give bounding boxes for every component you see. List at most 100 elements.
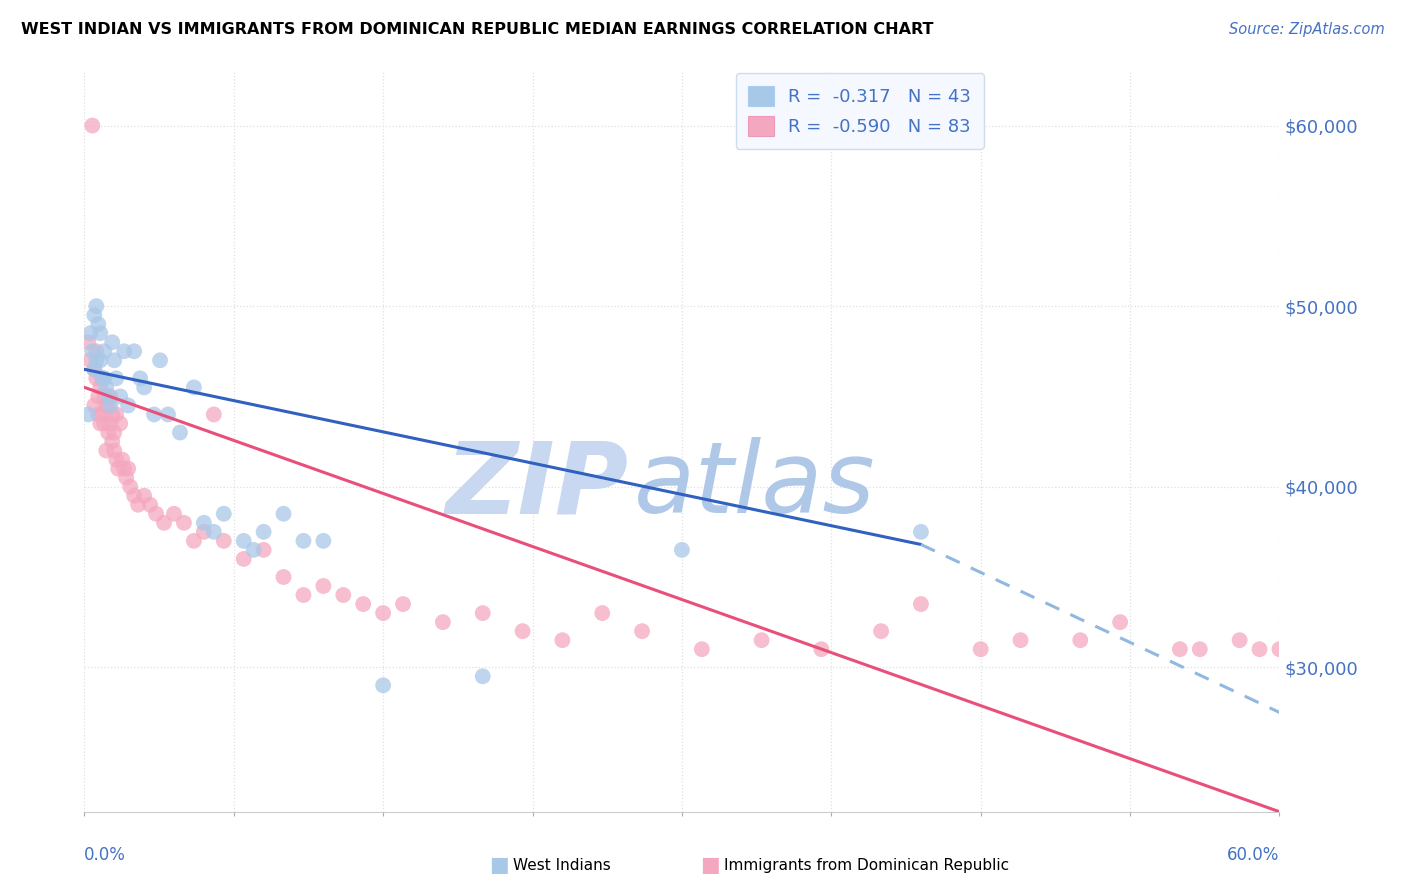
Point bbox=[1249, 642, 1271, 657]
Point bbox=[173, 516, 195, 530]
Point bbox=[93, 417, 115, 431]
Point bbox=[97, 399, 120, 413]
Point bbox=[1188, 642, 1211, 657]
Point bbox=[149, 353, 172, 368]
Point bbox=[117, 399, 139, 413]
Point bbox=[98, 417, 121, 431]
Point bbox=[631, 624, 654, 639]
Point bbox=[1168, 642, 1191, 657]
Point bbox=[392, 597, 415, 611]
Text: ■: ■ bbox=[489, 855, 509, 875]
Point bbox=[79, 326, 101, 341]
Point bbox=[96, 380, 118, 394]
Text: West Indians: West Indians bbox=[513, 858, 612, 872]
Legend: R =  -0.317   N = 43, R =  -0.590   N = 83: R = -0.317 N = 43, R = -0.590 N = 83 bbox=[735, 73, 984, 149]
Point bbox=[202, 524, 225, 539]
Point bbox=[183, 533, 205, 548]
Point bbox=[292, 588, 315, 602]
Point bbox=[312, 533, 335, 548]
Point bbox=[129, 371, 152, 385]
Point bbox=[111, 452, 134, 467]
Point bbox=[193, 516, 215, 530]
Point bbox=[120, 480, 142, 494]
Point bbox=[352, 597, 374, 611]
Point bbox=[253, 542, 276, 557]
Point bbox=[110, 417, 132, 431]
Point bbox=[91, 408, 114, 422]
Point bbox=[143, 408, 166, 422]
Point bbox=[86, 344, 108, 359]
Point bbox=[97, 389, 120, 403]
Text: ■: ■ bbox=[700, 855, 720, 875]
Point bbox=[139, 498, 162, 512]
Point bbox=[910, 524, 932, 539]
Point bbox=[1368, 633, 1391, 648]
Point bbox=[1388, 642, 1406, 657]
Point bbox=[112, 461, 135, 475]
Point bbox=[671, 542, 693, 557]
Point bbox=[77, 408, 100, 422]
Point bbox=[273, 570, 295, 584]
Point bbox=[810, 642, 832, 657]
Point bbox=[1229, 633, 1251, 648]
Point bbox=[89, 326, 111, 341]
Point bbox=[332, 588, 354, 602]
Point bbox=[101, 408, 124, 422]
Point bbox=[87, 317, 110, 331]
Point bbox=[87, 408, 110, 422]
Point bbox=[132, 380, 156, 394]
Text: Immigrants from Dominican Republic: Immigrants from Dominican Republic bbox=[724, 858, 1010, 872]
Text: WEST INDIAN VS IMMIGRANTS FROM DOMINICAN REPUBLIC MEDIAN EARNINGS CORRELATION CH: WEST INDIAN VS IMMIGRANTS FROM DOMINICAN… bbox=[21, 22, 934, 37]
Point bbox=[89, 353, 111, 368]
Point bbox=[77, 335, 100, 350]
Text: atlas: atlas bbox=[634, 437, 876, 534]
Point bbox=[86, 353, 108, 368]
Point bbox=[212, 533, 235, 548]
Point bbox=[1109, 615, 1132, 629]
Point bbox=[1268, 642, 1291, 657]
Text: 0.0%: 0.0% bbox=[84, 846, 127, 863]
Point bbox=[202, 408, 225, 422]
Point bbox=[87, 389, 110, 403]
Point bbox=[82, 119, 104, 133]
Point bbox=[1010, 633, 1032, 648]
Point bbox=[1329, 633, 1351, 648]
Point bbox=[83, 362, 105, 376]
Point bbox=[122, 489, 145, 503]
Point bbox=[132, 489, 156, 503]
Point bbox=[373, 606, 395, 620]
Point bbox=[471, 669, 494, 683]
Point bbox=[83, 362, 105, 376]
Point bbox=[103, 353, 125, 368]
Point bbox=[98, 399, 121, 413]
Point bbox=[870, 624, 893, 639]
Point bbox=[145, 507, 167, 521]
Point bbox=[83, 308, 105, 322]
Point bbox=[551, 633, 574, 648]
Point bbox=[232, 552, 254, 566]
Point bbox=[690, 642, 713, 657]
Point bbox=[1348, 624, 1371, 639]
Point bbox=[751, 633, 773, 648]
Point bbox=[98, 389, 121, 403]
Point bbox=[86, 299, 108, 313]
Point bbox=[122, 344, 145, 359]
Text: Source: ZipAtlas.com: Source: ZipAtlas.com bbox=[1229, 22, 1385, 37]
Point bbox=[112, 344, 135, 359]
Text: ZIP: ZIP bbox=[446, 437, 628, 534]
Point bbox=[273, 507, 295, 521]
Point bbox=[91, 371, 114, 385]
Point bbox=[79, 353, 101, 368]
Point bbox=[91, 371, 114, 385]
Point bbox=[83, 399, 105, 413]
Point bbox=[193, 524, 215, 539]
Text: 60.0%: 60.0% bbox=[1227, 846, 1279, 863]
Point bbox=[432, 615, 454, 629]
Point bbox=[169, 425, 191, 440]
Point bbox=[232, 533, 254, 548]
Point bbox=[82, 344, 104, 359]
Point bbox=[471, 606, 494, 620]
Point bbox=[105, 371, 128, 385]
Point bbox=[591, 606, 613, 620]
Point bbox=[96, 399, 118, 413]
